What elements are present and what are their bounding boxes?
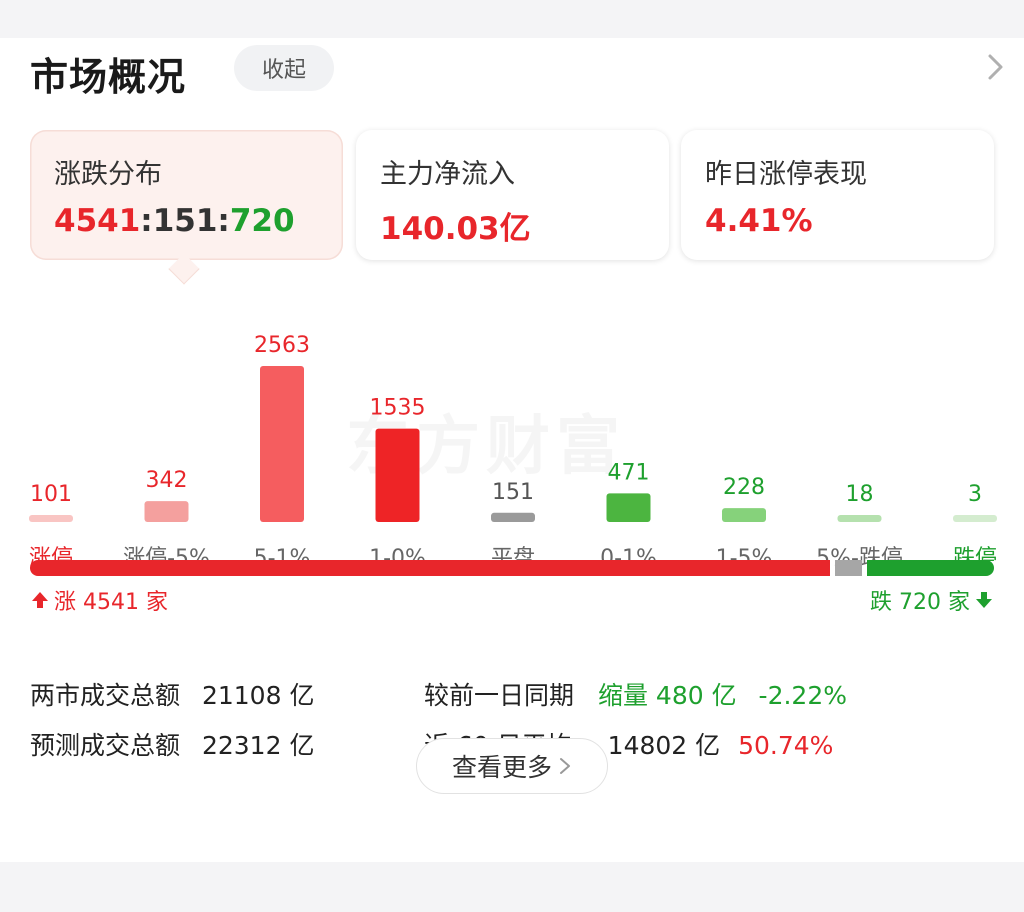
- view-more-label: 查看更多: [451, 753, 552, 782]
- chevron-right-icon[interactable]: [980, 52, 1010, 82]
- total-turnover-row: 两市成交总额 21108 亿: [30, 676, 314, 712]
- forecast-turnover-row: 预测成交总额 22312 亿: [30, 726, 314, 762]
- tab-yesterday-limit-up[interactable]: 昨日涨停表现 4.41%: [681, 130, 994, 260]
- bar-7: [837, 515, 882, 522]
- bar-value-label: 1535: [370, 396, 426, 421]
- bar-value-label: 151: [492, 480, 534, 505]
- bar-8: [953, 515, 997, 522]
- bar-value-label: 18: [846, 482, 874, 507]
- up-legend: 涨 4541 家: [30, 584, 168, 616]
- stat-value: 4541:151:720: [54, 203, 295, 239]
- distribution-chart: 101涨停342涨停-5%25635-1%15351-0%151平盘4710-1…: [29, 333, 997, 571]
- compare-change: 缩量 480 亿: [597, 681, 737, 710]
- bar-1: [144, 501, 189, 522]
- bar-2: [260, 366, 304, 522]
- stat-label: 涨跌分布: [54, 159, 162, 190]
- up-legend-label: 涨 4541 家: [54, 590, 168, 615]
- bar-value-label: 342: [146, 468, 188, 493]
- bar-value-label: 2563: [254, 333, 310, 358]
- breadth-bar-up: [30, 560, 831, 576]
- bar-value-label: 101: [30, 482, 72, 507]
- compare-pct: -2.22%: [758, 681, 847, 710]
- forecast-turnover-label: 预测成交总额: [30, 731, 181, 760]
- stat-value: 4.41%: [705, 203, 813, 239]
- bar-5: [606, 493, 651, 522]
- total-turnover-value: 21108 亿: [201, 681, 315, 710]
- breadth-bar: [30, 560, 994, 576]
- bar-3: [375, 428, 420, 522]
- down-legend: 跌 720 家: [870, 584, 994, 616]
- compare-row: 较前一日同期 缩量 480 亿 -2.22%: [424, 676, 847, 712]
- avg-turnover-value: 14802 亿: [607, 731, 721, 760]
- flat-count: 151: [152, 203, 218, 239]
- total-turnover-label: 两市成交总额: [30, 681, 181, 710]
- tab-main-net-inflow[interactable]: 主力净流入 140.03亿: [356, 130, 669, 260]
- view-more-button[interactable]: 查看更多: [416, 738, 608, 794]
- tab-up-down-distribution[interactable]: 涨跌分布 4541:151:720: [30, 130, 343, 260]
- bar-4: [491, 512, 535, 522]
- bar-0: [29, 515, 73, 522]
- bar-value-label: 471: [608, 460, 650, 485]
- down-legend-label: 跌 720 家: [870, 590, 970, 615]
- bar-value-label: 3: [968, 482, 982, 507]
- chevron-right-icon: [560, 758, 570, 774]
- bar-value-label: 228: [723, 475, 765, 500]
- forecast-turnover-value: 22312 亿: [201, 731, 315, 760]
- page-title: 市场概况: [30, 55, 187, 99]
- stat-label: 主力净流入: [380, 159, 515, 190]
- breadth-bar-down: [867, 560, 994, 576]
- stat-label: 昨日涨停表现: [705, 159, 867, 190]
- stat-value: 140.03亿: [380, 211, 531, 247]
- up-count: 4541: [54, 203, 141, 239]
- bar-6: [722, 508, 766, 522]
- breadth-bar-flat: [835, 560, 863, 576]
- collapse-button[interactable]: 收起: [234, 45, 334, 91]
- arrow-down-icon: [976, 592, 992, 608]
- avg-turnover-pct: 50.74%: [738, 731, 834, 760]
- compare-label: 较前一日同期: [424, 681, 575, 710]
- down-count: 720: [229, 203, 295, 239]
- arrow-up-icon: [32, 592, 48, 608]
